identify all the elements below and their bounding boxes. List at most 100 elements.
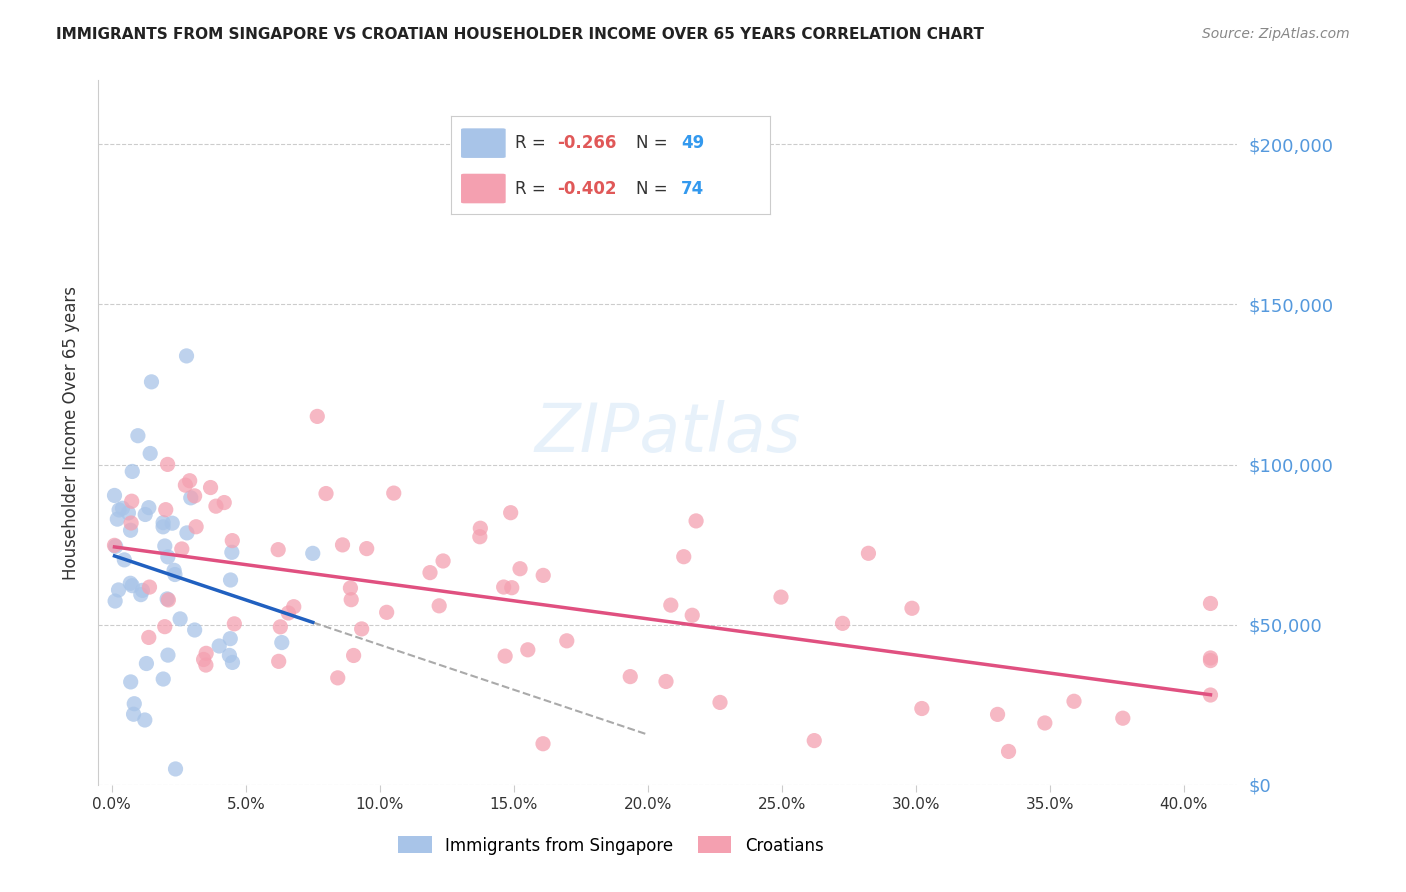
Point (107, 582, 129, 597)
Point (340, 592, 363, 607)
Point (135, 657, 157, 671)
Point (270, 635, 292, 649)
Point (283, 599, 305, 614)
Point (103, 538, 125, 552)
Point (501, 581, 523, 595)
Point (170, 541, 193, 556)
Point (205, 499, 228, 513)
Point (174, 478, 197, 492)
Point (219, 573, 242, 587)
Point (120, 523, 142, 537)
Point (672, 549, 695, 564)
Point (555, 633, 578, 648)
Point (138, 580, 160, 594)
Point (156, 591, 179, 606)
Point (221, 656, 243, 670)
Point (509, 562, 531, 576)
Point (494, 649, 516, 664)
Point (157, 593, 180, 607)
Point (1063, 694, 1085, 708)
Point (138, 500, 160, 515)
Point (427, 599, 450, 613)
Point (516, 642, 538, 657)
Point (1199, 597, 1222, 611)
Text: Source: ZipAtlas.com: Source: ZipAtlas.com (1202, 27, 1350, 41)
Point (104, 540, 127, 554)
Point (176, 525, 198, 540)
Point (112, 553, 135, 567)
Point (531, 568, 554, 582)
Point (219, 632, 242, 646)
Point (122, 697, 145, 711)
Point (105, 512, 128, 526)
Point (131, 583, 153, 598)
Point (208, 639, 231, 653)
Point (831, 616, 853, 631)
Point (277, 606, 299, 620)
Point (858, 546, 880, 560)
Point (156, 549, 179, 564)
Point (160, 516, 183, 531)
Point (375, 605, 398, 619)
Point (117, 506, 139, 520)
Point (155, 502, 177, 516)
Point (269, 620, 291, 634)
Point (356, 541, 378, 556)
Text: IMMIGRANTS FROM SINGAPORE VS CROATIAN HOUSEHOLDER INCOME OVER 65 YEARS CORRELATI: IMMIGRANTS FROM SINGAPORE VS CROATIAN HO… (56, 27, 984, 42)
Point (419, 566, 441, 580)
Point (179, 474, 201, 488)
Point (156, 458, 179, 472)
Point (122, 707, 145, 722)
Point (681, 608, 703, 623)
Point (138, 631, 160, 645)
Point (121, 579, 143, 593)
Point (120, 516, 142, 530)
Point (169, 612, 191, 626)
Point (1199, 688, 1222, 702)
Point (350, 622, 373, 636)
Point (194, 658, 217, 673)
Point (685, 514, 707, 528)
Point (183, 489, 205, 503)
Point (332, 538, 354, 552)
Point (1033, 716, 1056, 731)
Point (165, 762, 187, 776)
Point (103, 488, 125, 502)
Point (987, 707, 1010, 722)
Point (134, 713, 156, 727)
Point (121, 494, 143, 508)
Legend: Immigrants from Singapore, Croatians: Immigrants from Singapore, Croatians (392, 830, 830, 861)
Point (911, 701, 934, 715)
Point (152, 516, 174, 530)
Point (315, 486, 337, 500)
Point (121, 465, 143, 479)
Point (470, 521, 492, 535)
Point (183, 623, 205, 637)
Point (139, 446, 162, 460)
Point (997, 744, 1019, 758)
Point (195, 646, 218, 660)
Point (1199, 654, 1222, 668)
Point (619, 670, 641, 684)
Point (180, 491, 202, 505)
Point (267, 654, 290, 668)
Point (111, 501, 134, 516)
Point (531, 737, 554, 751)
Point (163, 567, 186, 582)
Point (492, 580, 515, 594)
Point (153, 620, 176, 634)
Point (224, 616, 246, 631)
Y-axis label: Householder Income Over 65 years: Householder Income Over 65 years (62, 285, 80, 580)
Point (120, 674, 142, 689)
Point (901, 601, 924, 615)
Point (127, 428, 149, 442)
Point (193, 652, 215, 666)
Point (152, 672, 174, 686)
Point (301, 546, 323, 560)
Point (343, 648, 366, 663)
Point (769, 590, 792, 604)
Point (803, 733, 825, 747)
Point (184, 520, 207, 534)
Point (153, 539, 176, 553)
Point (108, 503, 131, 517)
